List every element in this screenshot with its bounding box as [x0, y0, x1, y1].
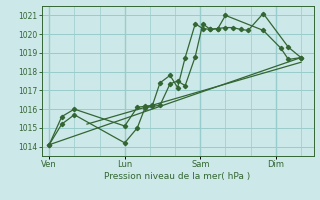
X-axis label: Pression niveau de la mer( hPa ): Pression niveau de la mer( hPa ) — [104, 172, 251, 181]
